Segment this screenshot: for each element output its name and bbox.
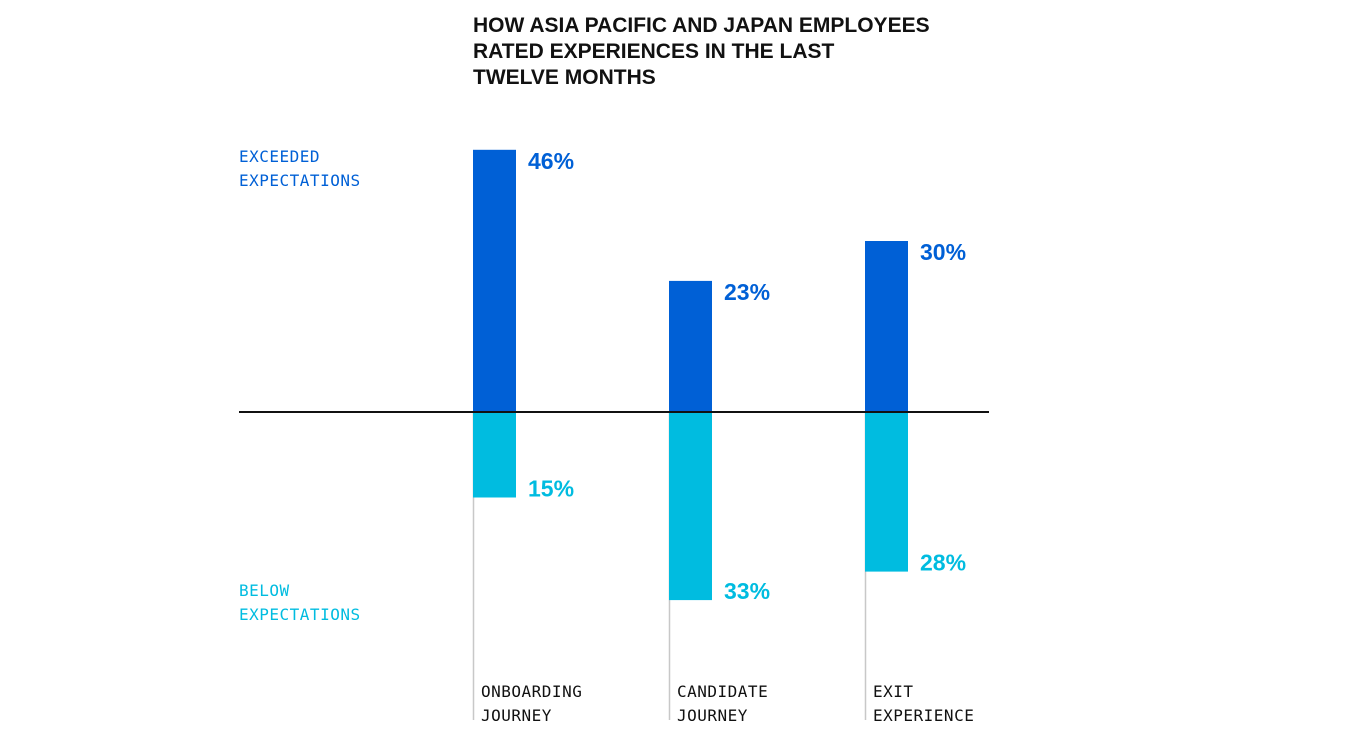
category-label: ONBOARDING <box>481 682 582 701</box>
legend-below-label: EXPECTATIONS <box>239 605 361 624</box>
legend-exceeded-label: EXCEEDED <box>239 147 320 166</box>
bar-below <box>669 412 712 601</box>
chart-title-line: RATED EXPERIENCES IN THE LAST <box>473 40 834 63</box>
legend-exceeded-label: EXPECTATIONS <box>239 171 361 190</box>
bar-exceeded <box>669 280 712 412</box>
value-label-exceeded: 30% <box>920 239 966 265</box>
value-label-exceeded: 46% <box>528 148 574 174</box>
value-label-below: 28% <box>920 550 966 576</box>
value-label-below: 15% <box>528 476 574 502</box>
bar-exceeded <box>865 241 908 412</box>
legend-below-label: BELOW <box>239 581 290 600</box>
value-label-exceeded: 23% <box>724 279 770 305</box>
category-label: JOURNEY <box>677 706 748 725</box>
bars <box>473 149 908 601</box>
category-label: EXIT <box>873 682 914 701</box>
category-label: JOURNEY <box>481 706 552 725</box>
value-label-below: 33% <box>724 578 770 604</box>
category-label: EXPERIENCE <box>873 706 974 725</box>
category-labels: ONBOARDING JOURNEY CANDIDATE JOURNEY EXIT EXP… <box>481 682 974 725</box>
bar-below <box>473 412 516 498</box>
legend: EXCEEDED EXPECTATIONS BELOW EXPECTATIONS <box>239 147 361 624</box>
bar-below <box>865 412 908 572</box>
value-labels: 46% 15% 23% 33% 30% 28% <box>528 148 966 604</box>
bar-exceeded <box>473 149 516 413</box>
chart-title-line: HOW ASIA PACIFIC AND JAPAN EMPLOYEES <box>473 14 930 37</box>
chart-title: HOW ASIA PACIFIC AND JAPAN EMPLOYEES RATE… <box>473 14 930 89</box>
category-label: CANDIDATE <box>677 682 768 701</box>
chart-title-line: TWELVE MONTHS <box>473 66 656 89</box>
